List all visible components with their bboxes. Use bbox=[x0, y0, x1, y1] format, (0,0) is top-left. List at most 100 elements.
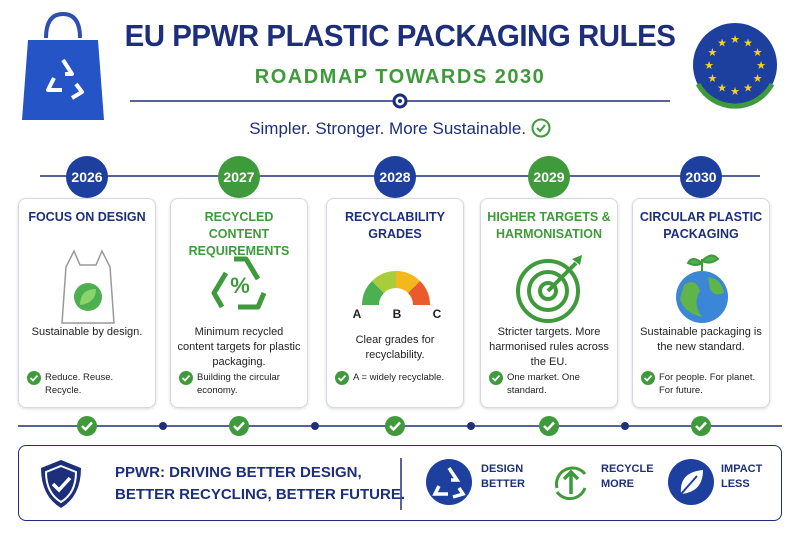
icon-shape bbox=[396, 271, 420, 293]
recycle-icon bbox=[426, 459, 472, 505]
step-title: RECYCLED CONTENT REQUIREMENTS bbox=[188, 210, 290, 258]
star: ★ bbox=[743, 37, 753, 49]
icon-shape bbox=[389, 421, 401, 432]
icon-shape bbox=[51, 476, 72, 493]
icon-shape bbox=[491, 374, 501, 382]
step-description: Sustainable packaging is the new standar… bbox=[640, 326, 762, 353]
star: ★ bbox=[730, 34, 740, 46]
star: ★ bbox=[708, 47, 718, 59]
icon-shape bbox=[238, 292, 267, 310]
subtitle: ROADMAP TOWARDS 2030 bbox=[254, 66, 546, 88]
icon-shape bbox=[546, 261, 578, 293]
step-note: One market. One standard. bbox=[489, 371, 613, 397]
icon-shape bbox=[211, 256, 267, 310]
icon-art bbox=[516, 255, 582, 323]
star: ★ bbox=[753, 73, 763, 85]
icon-shape bbox=[693, 23, 777, 107]
step-description: Clear grades for recyclability. bbox=[355, 334, 435, 361]
step-note: Reduce. Reuse. Recycle. bbox=[27, 371, 151, 397]
title: EU PPWR PLASTIC PACKAGING RULES bbox=[124, 18, 676, 53]
year-badge: 2029 bbox=[528, 156, 570, 198]
icon-shape bbox=[27, 371, 41, 385]
year-badge: 2027 bbox=[218, 156, 260, 198]
icon-shape bbox=[233, 421, 245, 432]
step-note-text: One market. One standard. bbox=[507, 372, 580, 396]
step-title: FOCUS ON DESIGN bbox=[28, 210, 146, 224]
step-note: For people. For planet. For future. bbox=[641, 371, 765, 397]
icon-shape bbox=[516, 259, 580, 323]
star: ★ bbox=[704, 60, 714, 72]
icon-shape bbox=[555, 466, 587, 501]
step-card: RECYCLABILITY GRADES A B C Clear grades for … bbox=[326, 198, 464, 408]
icon-shape bbox=[408, 281, 430, 305]
step-note-text: Building the circular economy. bbox=[197, 372, 280, 396]
check-icon bbox=[489, 371, 503, 385]
icon-shape bbox=[44, 11, 82, 39]
step-note-text: Reduce. Reuse. Recycle. bbox=[45, 372, 114, 396]
year-badge: 2028 bbox=[374, 156, 416, 198]
divider bbox=[130, 93, 670, 109]
step-title: CIRCULAR PLASTIC PACKAGING bbox=[639, 210, 763, 241]
step-icon bbox=[356, 247, 436, 327]
timeline-dot bbox=[621, 422, 629, 430]
step-description: Sustainable by design. bbox=[31, 326, 143, 338]
icon-art: % bbox=[211, 256, 267, 310]
star: ★ bbox=[730, 86, 740, 98]
tagline-text: Simpler. Stronger. More Sustainable. bbox=[249, 119, 527, 138]
timeline-check bbox=[691, 416, 711, 436]
icon-shape bbox=[44, 464, 78, 504]
icon-shape bbox=[695, 421, 707, 432]
icon-shape bbox=[337, 374, 347, 382]
badge-label: RECYCLE MORE bbox=[601, 463, 654, 490]
icon-shape bbox=[22, 40, 104, 120]
step-note: A = widely recyclable. bbox=[335, 371, 459, 385]
icon-shape bbox=[686, 254, 720, 271]
icon-shape bbox=[362, 281, 384, 305]
year-badge: 2030 bbox=[680, 156, 722, 198]
step-card: HIGHER TARGETS & HARMONISATION Stricter t… bbox=[480, 198, 618, 408]
grade-label: A bbox=[352, 307, 362, 321]
cycle-icon bbox=[555, 466, 587, 501]
grade-label: B bbox=[392, 307, 402, 321]
timeline-dot bbox=[467, 422, 475, 430]
eu-flag: ★★★★★★★★★ ★ ★★ bbox=[693, 23, 777, 109]
year-badge: 2026 bbox=[66, 156, 108, 198]
icon-shape bbox=[680, 277, 724, 317]
icon-shape bbox=[641, 371, 655, 385]
grade-label: C bbox=[432, 307, 442, 321]
shield-icon bbox=[41, 460, 81, 508]
check-icon bbox=[27, 371, 41, 385]
check-icon bbox=[531, 118, 551, 138]
icon-shape bbox=[562, 469, 580, 494]
timeline-check bbox=[385, 416, 405, 436]
star: ★ bbox=[753, 47, 763, 59]
icon-shape bbox=[29, 374, 39, 382]
check-icon bbox=[335, 371, 349, 385]
icon-shape bbox=[527, 270, 569, 312]
icon-shape bbox=[398, 99, 402, 103]
star: ★ bbox=[717, 83, 727, 95]
icon-shape bbox=[538, 281, 558, 301]
icon-shape bbox=[234, 256, 261, 281]
icon-shape bbox=[572, 255, 582, 265]
tagline: Simpler. Stronger. More Sustainable. bbox=[200, 118, 600, 139]
footer: PPWR: DRIVING BETTER DESIGN, BETTER RECY… bbox=[18, 445, 782, 521]
footer-message: PPWR: DRIVING BETTER DESIGN, BETTER RECY… bbox=[115, 464, 406, 503]
icon-shape bbox=[643, 374, 653, 382]
icon-shape bbox=[543, 421, 555, 432]
step-card: FOCUS ON DESIGN Sustainable by design. Red… bbox=[18, 198, 156, 408]
step-card: RECYCLED CONTENT REQUIREMENTS% Minimum re… bbox=[170, 198, 308, 408]
check-icon bbox=[641, 371, 655, 385]
icon-shape bbox=[181, 374, 191, 382]
timeline-dot bbox=[311, 422, 319, 430]
step-title: RECYCLABILITY GRADES bbox=[345, 210, 445, 241]
step-note-text: For people. For planet. For future. bbox=[659, 372, 756, 396]
icon-art bbox=[61, 249, 115, 324]
icon-shape bbox=[691, 416, 711, 436]
step-description: Stricter targets. More harmonised rules … bbox=[489, 326, 609, 368]
step-icon bbox=[48, 247, 128, 327]
step-note-text: A = widely recyclable. bbox=[353, 372, 445, 383]
icon-shape bbox=[229, 416, 249, 436]
icon-shape bbox=[426, 459, 472, 505]
